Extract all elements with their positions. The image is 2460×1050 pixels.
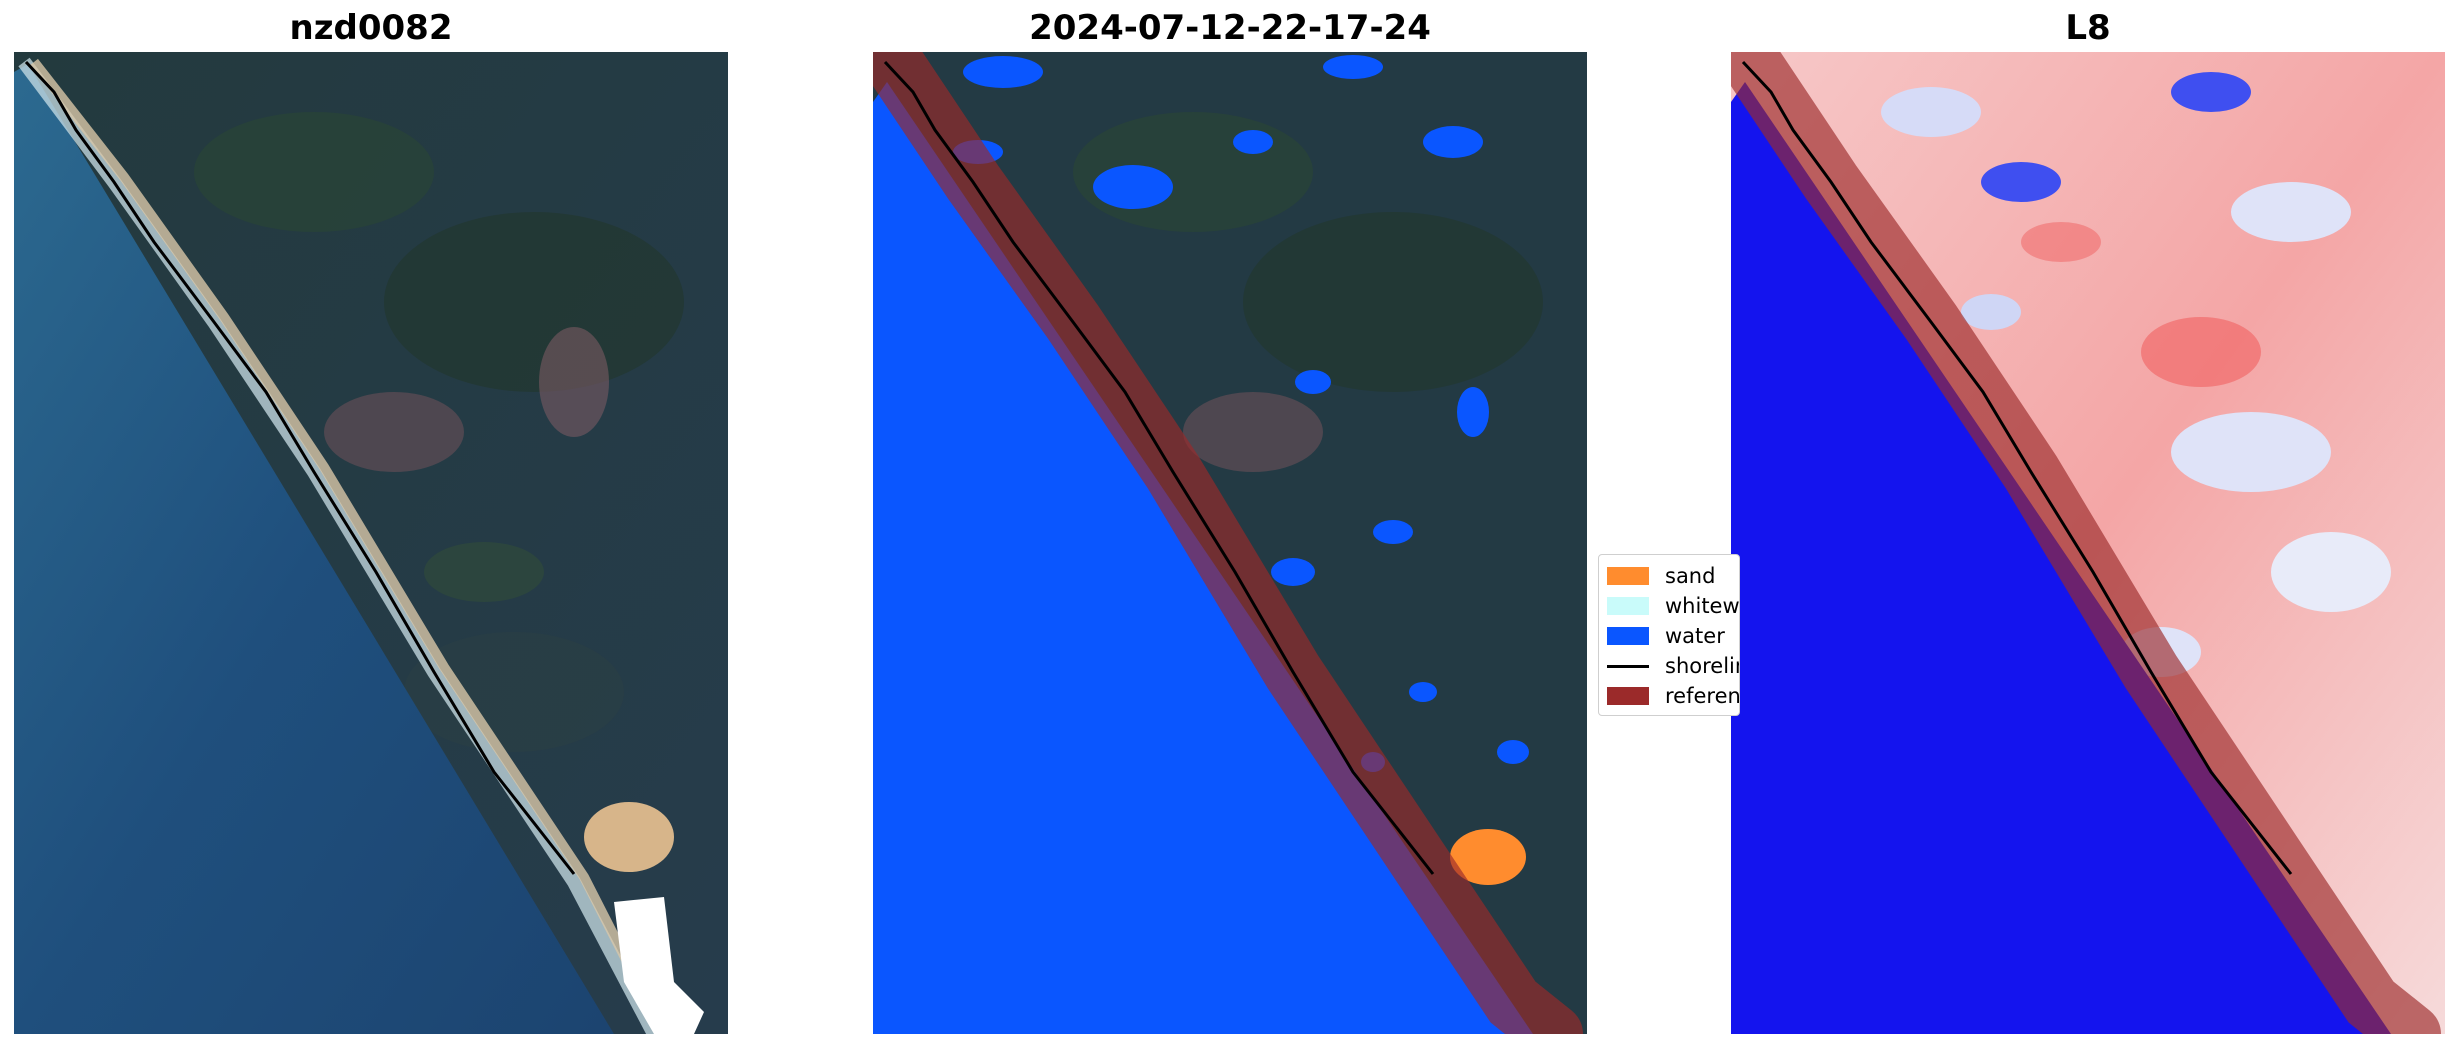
shoreline-line: [24, 60, 576, 875]
whitewater-swatch: [1607, 597, 1649, 615]
legend-label: water: [1665, 624, 1725, 648]
legend-item-water: water: [1607, 623, 1725, 649]
legend-item-reference: reference shoreline buffer: [1607, 683, 1740, 709]
legend-label: reference shoreline buffer: [1665, 684, 1740, 708]
legend-label: sand: [1665, 564, 1716, 588]
water-swatch: [1607, 627, 1649, 645]
legend-label: whitewater: [1665, 594, 1740, 618]
rgb-satellite-image: [14, 52, 728, 1034]
legend-item-sand: sand: [1607, 563, 1715, 589]
panel-title-rgb: nzd0082: [289, 8, 453, 48]
legend-item-shoreline: shoreline: [1607, 653, 1739, 679]
shoreline-line-icon: [1607, 664, 1649, 668]
reference-buffer-swatch: [1607, 687, 1649, 705]
legend: sand whitewater water shoreline referenc…: [1598, 554, 1740, 716]
panel-title-index: L8: [2065, 8, 2111, 48]
panel-title-date: 2024-07-12-22-17-24: [1029, 8, 1431, 48]
index-image: [1731, 52, 2445, 1034]
shoreline-line: [1741, 60, 2293, 875]
legend-label: shoreline: [1665, 654, 1739, 678]
classification-image: [873, 52, 1587, 1034]
legend-item-whitewater: whitewater: [1607, 593, 1740, 619]
sand-swatch: [1607, 567, 1649, 585]
shoreline-line: [883, 60, 1435, 875]
